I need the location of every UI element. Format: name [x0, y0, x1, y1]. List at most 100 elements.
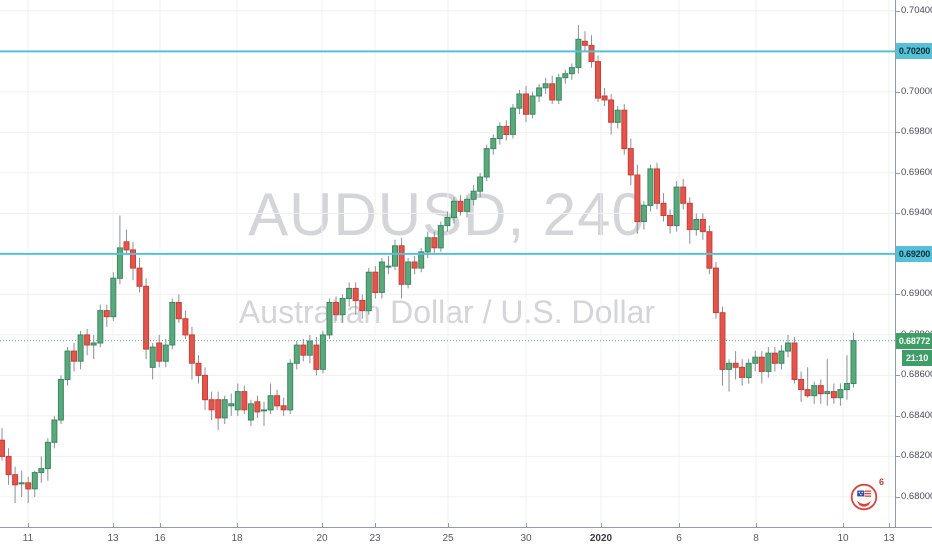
time-axis-tick [28, 523, 29, 527]
candle-body [38, 468, 45, 474]
price-axis-tick [896, 213, 900, 214]
candle-body [130, 249, 136, 269]
candle-body [680, 186, 687, 204]
candle-body [837, 389, 844, 399]
candle-body [588, 44, 595, 63]
candle-body [640, 204, 647, 223]
candle-body [149, 346, 156, 368]
time-axis-tick [889, 523, 890, 527]
candle-body [378, 261, 385, 293]
candle-body [71, 350, 77, 362]
candle-body [549, 83, 556, 101]
publisher-avatar-icon [850, 483, 878, 511]
candle-body [169, 302, 176, 346]
candle-body [267, 395, 274, 411]
candle-body [64, 350, 71, 381]
time-axis-label: 6 [676, 533, 682, 544]
candle-body [568, 67, 575, 75]
candle-body [411, 261, 418, 269]
candle-body [25, 482, 32, 490]
time-axis-tick [526, 523, 527, 527]
candle-body [444, 217, 451, 227]
level-price-badge: 0.70200 [896, 43, 932, 60]
candle-body [791, 342, 798, 380]
publisher-logo[interactable]: 6 [850, 477, 884, 515]
bar-countdown-badge: 21:10 [902, 349, 932, 366]
time-axis-label: 16 [154, 533, 166, 544]
candle-body [706, 231, 713, 269]
candle-body [405, 261, 412, 285]
time-axis-label: 30 [520, 533, 532, 544]
candle-body [575, 38, 582, 69]
candle-body [765, 352, 772, 372]
candle-body [97, 310, 104, 344]
candle-body [614, 109, 621, 123]
watermark-symbol: AUDUSD, 240 [248, 181, 646, 248]
price-axis-label: 0.68200 [901, 450, 932, 462]
candle-body [385, 265, 392, 268]
flag-stripe [864, 490, 872, 492]
price-axis-tick [896, 497, 900, 498]
time-axis-tick [237, 523, 238, 527]
price-axis-tick [896, 416, 900, 417]
candle-body [634, 174, 641, 223]
candle-body [208, 399, 215, 411]
flag-stripe [864, 495, 872, 497]
candle-body [234, 391, 241, 411]
candle-body [136, 267, 143, 287]
candle-body [581, 40, 588, 46]
candle-body [595, 61, 601, 99]
candle-body [673, 186, 680, 227]
candle-body [372, 271, 379, 294]
candle-body [175, 302, 182, 320]
candle-body [326, 302, 333, 336]
price-axis-label: 0.69400 [901, 207, 932, 219]
candle-body [188, 334, 195, 364]
price-axis-label: 0.68600 [901, 369, 932, 381]
candle-body [627, 148, 634, 176]
logo-hull [856, 500, 872, 507]
candle-body [660, 202, 667, 217]
candle-body [84, 334, 91, 346]
price-axis-tick [896, 11, 900, 12]
candle-body [516, 93, 523, 109]
candle-body [215, 399, 222, 419]
price-axis[interactable]: 0.70200 0.69200 0.68772 21:10 0.70400 0.7… [895, 0, 932, 527]
time-axis-label: 20 [316, 533, 328, 544]
candle-body [470, 190, 477, 200]
candle-body [562, 73, 569, 79]
time-axis-label: 18 [231, 533, 243, 544]
candle-body [601, 95, 608, 101]
time-axis[interactable]: 11 13 16 18 20 23 25 30 2020 6 8 10 13 [0, 523, 932, 550]
candle-body [824, 391, 831, 395]
candle-body [0, 439, 5, 457]
price-axis-tick [896, 456, 900, 457]
candle-body [162, 344, 169, 362]
candle-body [778, 350, 785, 364]
candle-body [300, 344, 307, 356]
candle-body [398, 245, 405, 285]
candle-body [51, 419, 58, 443]
candle-body [804, 389, 811, 397]
candle-body [542, 83, 549, 89]
candle-body [621, 109, 628, 150]
candle-body [647, 168, 654, 206]
candle-body [667, 215, 674, 227]
candle-body [785, 342, 791, 352]
candle-body [712, 267, 719, 314]
time-axis-tick [756, 523, 757, 527]
candle-body [798, 379, 805, 391]
candle-body [758, 356, 765, 372]
candle-body [346, 287, 353, 299]
candle-body [536, 87, 543, 97]
candle-body [477, 176, 484, 192]
candle-body [726, 362, 732, 370]
time-axis-tick [601, 523, 602, 527]
time-axis-tick [113, 523, 114, 527]
price-axis-tick [896, 375, 900, 376]
candle-body [392, 245, 398, 267]
candle-body [464, 198, 471, 212]
candle-body [241, 391, 248, 411]
candle-body [228, 403, 235, 407]
